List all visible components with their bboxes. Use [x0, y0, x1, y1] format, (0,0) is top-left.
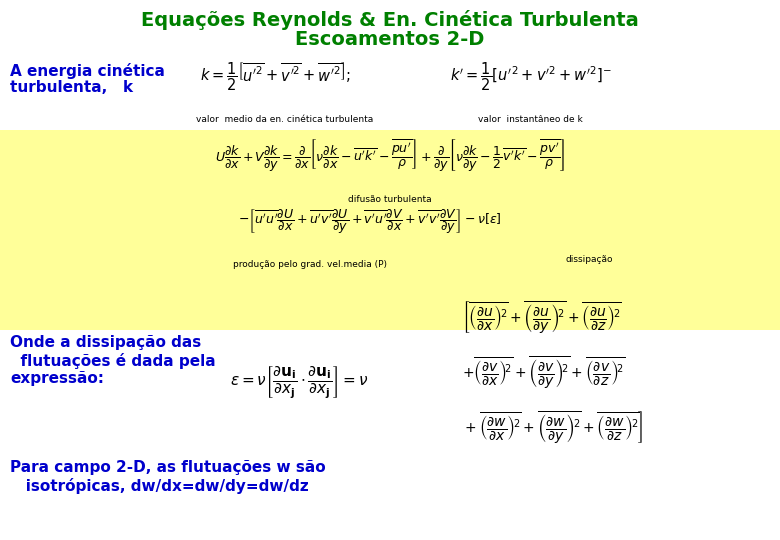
Bar — [0, 130, 780, 330]
Text: $k = \dfrac{1}{2}\left[\overline{u^{\prime 2}} + \overline{v^{\prime 2}} + \over: $k = \dfrac{1}{2}\left[\overline{u^{\pri… — [200, 60, 351, 92]
Text: Escoamentos 2-D: Escoamentos 2-D — [296, 30, 484, 49]
Text: Onde a dissipação das: Onde a dissipação das — [10, 335, 201, 350]
Text: Equações Reynolds & En. Cinética Turbulenta: Equações Reynolds & En. Cinética Turbule… — [141, 10, 639, 30]
Text: turbulenta,   k: turbulenta, k — [10, 80, 133, 95]
Text: $\left[\overline{\left(\dfrac{\partial u}{\partial x}\right)^{\!2}} + \overline{: $\left[\overline{\left(\dfrac{\partial u… — [462, 300, 622, 338]
Text: $\varepsilon = \nu\left[\dfrac{\partial \mathbf{u_i}}{\partial x_{\mathbf{j}}} \: $\varepsilon = \nu\left[\dfrac{\partial … — [230, 365, 369, 401]
Text: Para campo 2-D, as flutuações w são: Para campo 2-D, as flutuações w são — [10, 460, 325, 475]
Text: A energia cinética: A energia cinética — [10, 63, 165, 79]
Text: difusão turbulenta: difusão turbulenta — [348, 195, 432, 204]
Text: expressão:: expressão: — [10, 371, 104, 386]
Text: $+\overline{\left(\dfrac{\partial v}{\partial x}\right)^{\!2}} + \overline{\left: $+\overline{\left(\dfrac{\partial v}{\pa… — [462, 355, 625, 392]
Text: isotrópicas, dw/dx=dw/dy=dw/dz: isotrópicas, dw/dx=dw/dy=dw/dz — [10, 478, 309, 494]
Text: produção pelo grad. vel.media (P): produção pelo grad. vel.media (P) — [233, 260, 387, 269]
Text: $k' = \dfrac{1}{2}\left[u'^{2} + v'^{2} + w'^{2}\right]^{-}$: $k' = \dfrac{1}{2}\left[u'^{2} + v'^{2} … — [450, 60, 612, 92]
Text: valor  instantâneo de k: valor instantâneo de k — [477, 115, 583, 124]
Text: valor  medio da en. cinética turbulenta: valor medio da en. cinética turbulenta — [197, 115, 374, 124]
Text: flutuações é dada pela: flutuações é dada pela — [10, 353, 215, 369]
Text: $-\left[\overline{u^{\prime}u^{\prime}}\dfrac{\partial U}{\partial x} + \overlin: $-\left[\overline{u^{\prime}u^{\prime}}\… — [238, 207, 502, 236]
Text: $\left.+\overline{\left(\dfrac{\partial w}{\partial x}\right)^{\!2}} + \overline: $\left.+\overline{\left(\dfrac{\partial … — [462, 410, 644, 447]
Text: dissipação: dissipação — [565, 255, 612, 264]
Text: $U\dfrac{\partial k}{\partial x} + V\dfrac{\partial k}{\partial y} = \dfrac{\par: $U\dfrac{\partial k}{\partial x} + V\dfr… — [215, 138, 565, 174]
